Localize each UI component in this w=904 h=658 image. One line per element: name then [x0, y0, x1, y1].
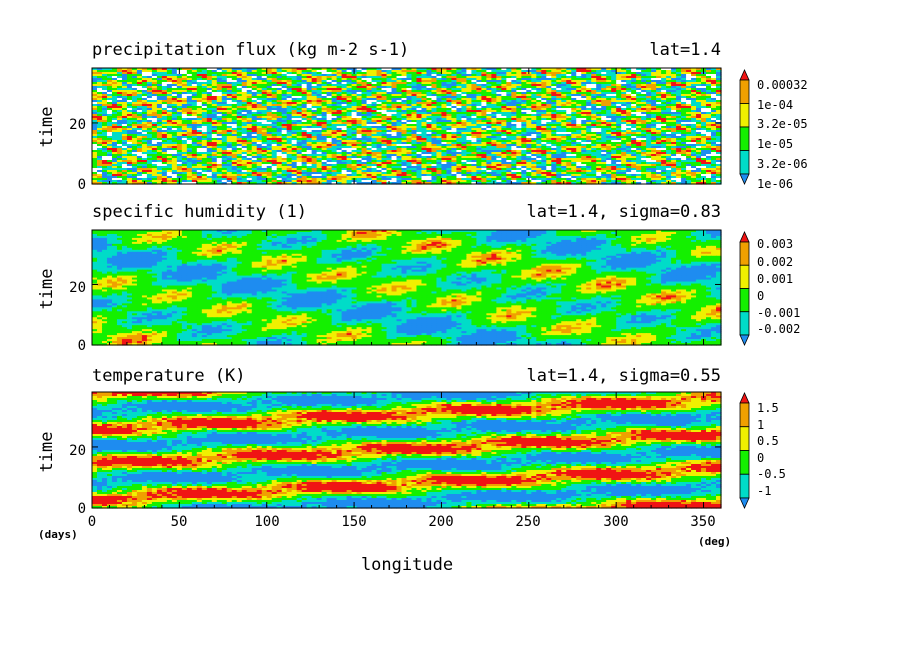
panel-precipitation: precipitation flux (kg m-2 s-1) lat=1.4 … — [37, 40, 808, 193]
panel-subtitle: lat=1.4 — [649, 40, 721, 60]
heatmap-field — [92, 68, 722, 185]
panel-title: precipitation flux (kg m-2 s-1) — [92, 40, 409, 60]
